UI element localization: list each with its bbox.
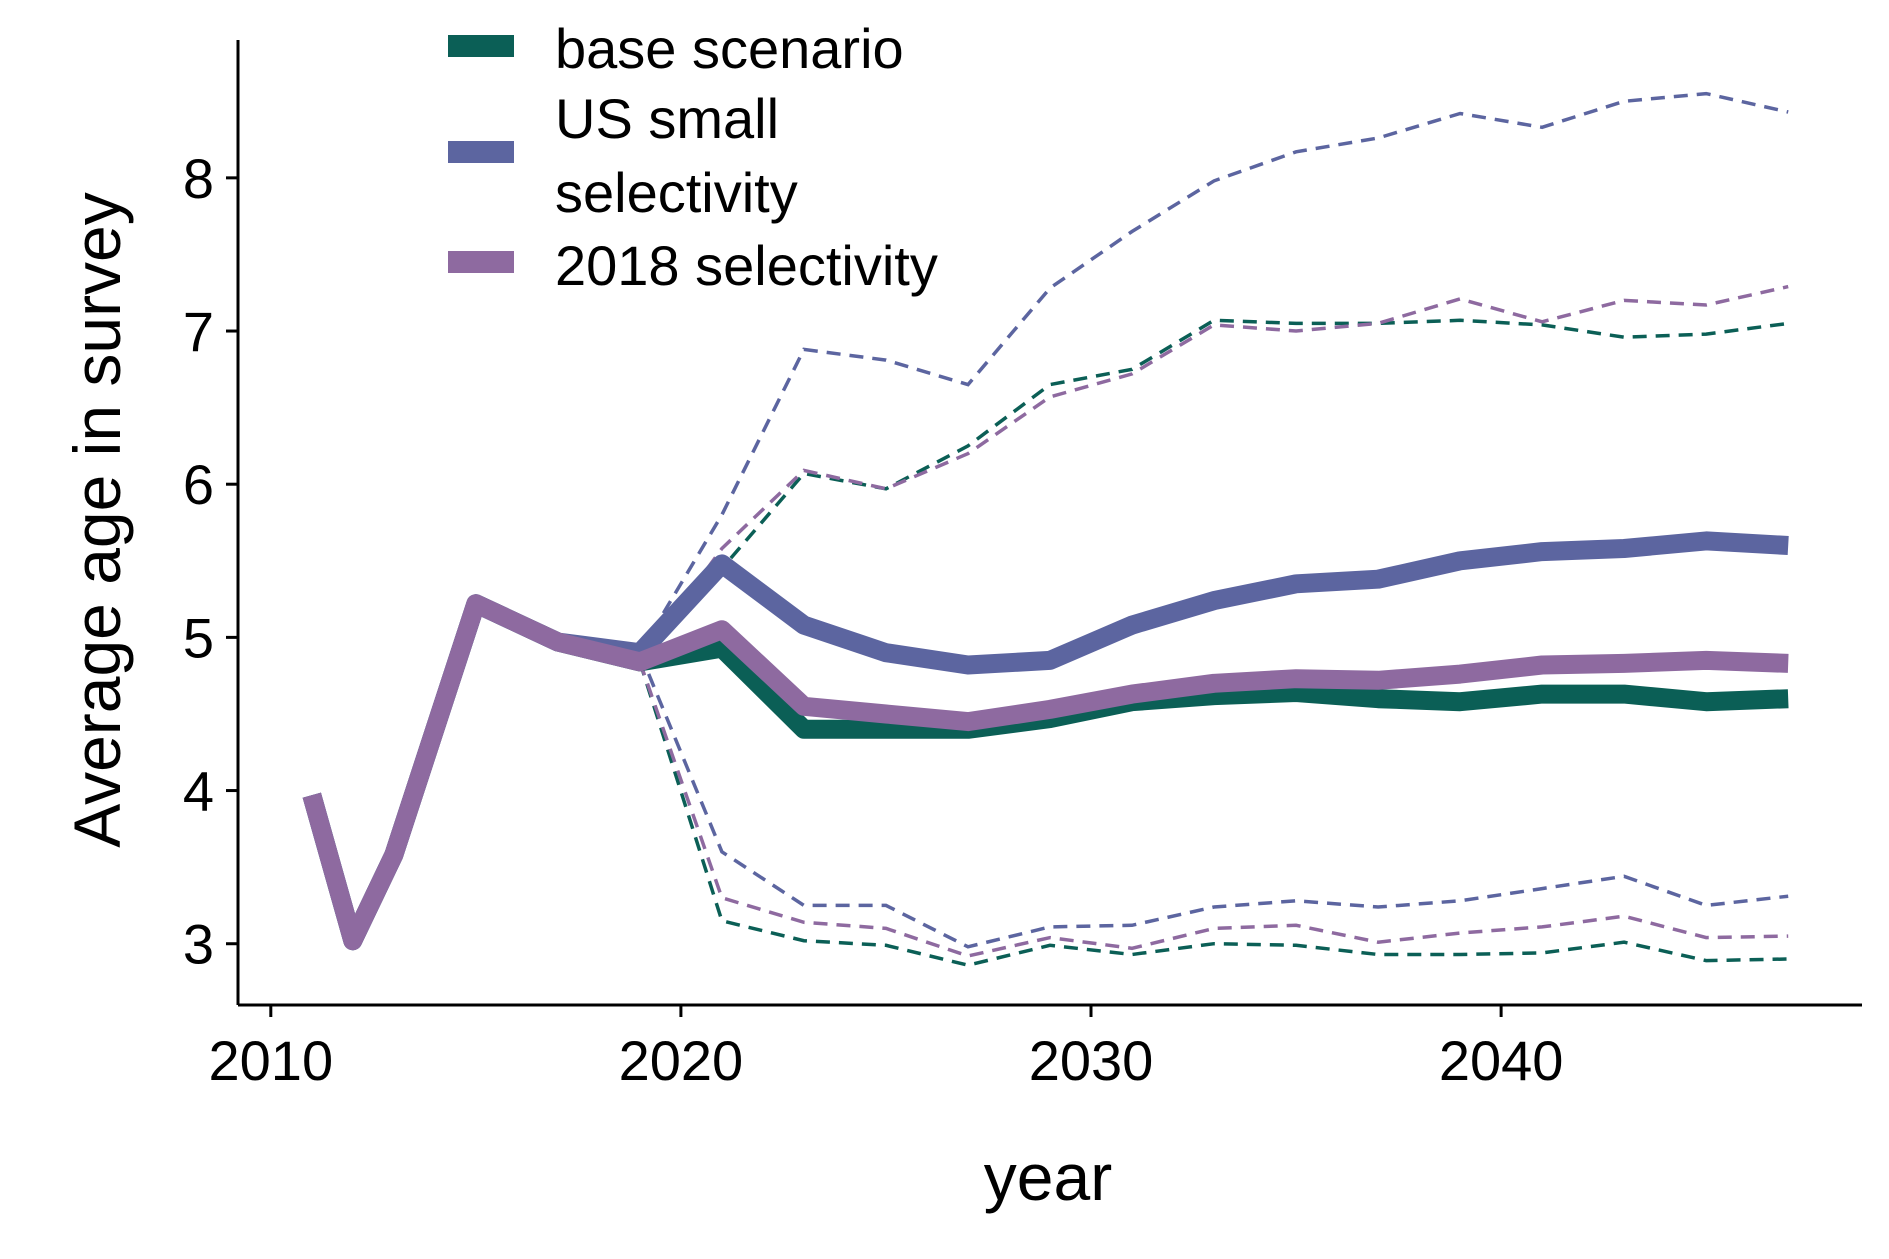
series-0-upper-interval-line	[638, 318, 1789, 664]
y-tick-label: 8	[183, 147, 214, 210]
legend-swatch	[448, 141, 514, 163]
interval-lines	[638, 91, 1789, 968]
x-tick-label: 2040	[1439, 1029, 1564, 1092]
legend-label: 2018 selectivity	[555, 234, 938, 297]
x-axis-title: year	[984, 1140, 1112, 1214]
y-tick-label: 4	[183, 760, 214, 823]
series-2-upper-interval-line	[638, 284, 1789, 663]
legend-swatch	[448, 35, 514, 57]
median-lines	[302, 531, 1789, 951]
y-axis-title: Average age in survey	[60, 192, 134, 848]
x-tick-label: 2020	[619, 1029, 744, 1092]
series-0-lower-interval-line	[638, 661, 1789, 968]
x-axis-ticks: 2010 2020 2030 2040	[209, 1005, 1564, 1092]
y-tick-label: 7	[183, 300, 214, 363]
series-2-median-line	[302, 594, 1789, 951]
legend-label: base scenario	[555, 17, 904, 80]
legend: base scenario US small selectivity 2018 sel…	[448, 17, 938, 297]
series-1-lower-interval-line	[638, 652, 1789, 949]
axes	[236, 40, 1862, 1007]
y-axis-ticks: 3 4 5 6 7 8	[183, 147, 238, 976]
series-1-upper-interval-line	[638, 91, 1789, 654]
y-tick-label: 5	[183, 606, 214, 669]
x-tick-label: 2030	[1029, 1029, 1154, 1092]
y-tick-label: 3	[183, 913, 214, 976]
legend-label: selectivity	[555, 161, 798, 224]
series-1-median-line	[302, 531, 1789, 951]
legend-swatch	[448, 251, 514, 273]
y-tick-label: 6	[183, 453, 214, 516]
legend-label: US small	[555, 87, 779, 150]
x-tick-label: 2010	[209, 1029, 334, 1092]
